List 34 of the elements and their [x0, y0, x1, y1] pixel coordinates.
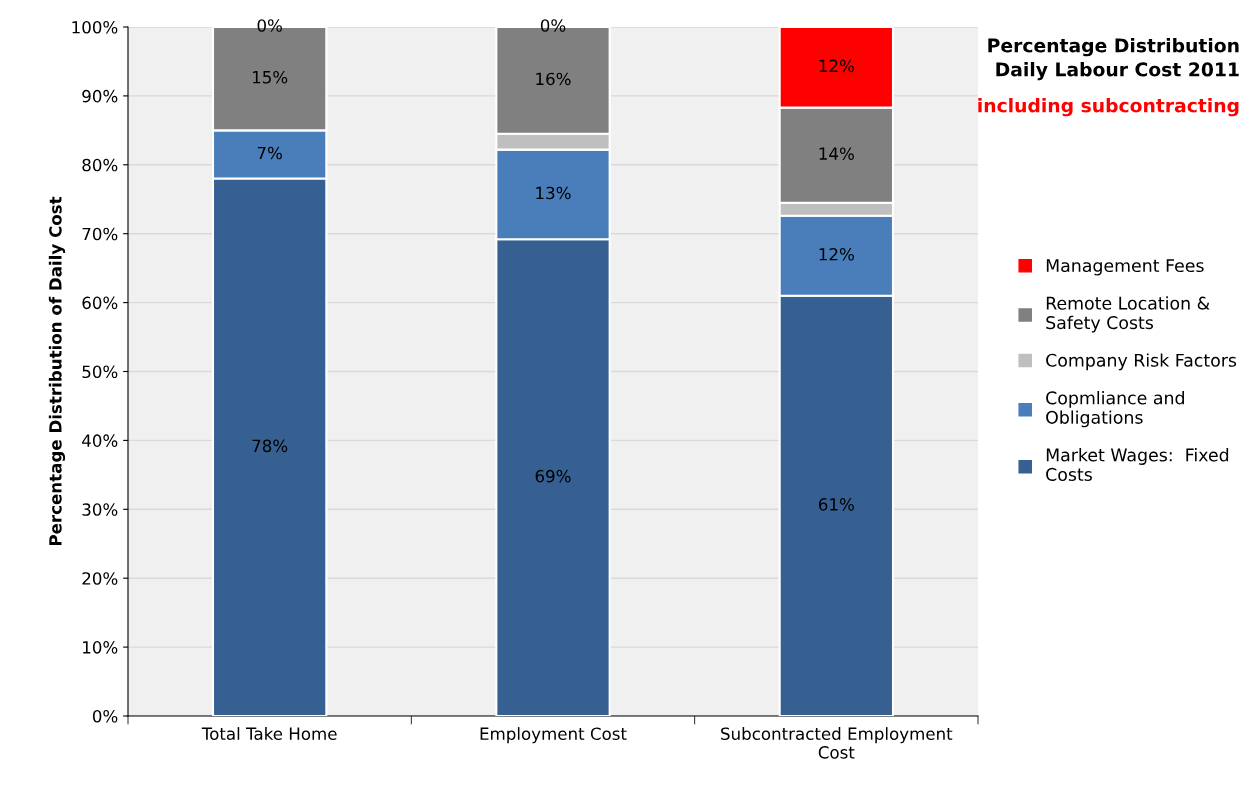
x-tick-label: Total Take Home: [201, 727, 337, 741]
y-tick-label: 80%: [82, 158, 118, 172]
data-label: 12%: [819, 247, 854, 261]
data-label: 78%: [252, 439, 288, 453]
data-label: 15%: [252, 70, 288, 84]
data-label: 14%: [819, 147, 854, 160]
text: including subcontracting: [978, 98, 1239, 117]
y-tick-label: 70%: [82, 227, 118, 241]
data-label: 12%: [819, 59, 854, 73]
y-tick-label: 30%: [82, 503, 118, 516]
y-tick-label: 90%: [82, 89, 118, 103]
data-label: 7%: [257, 146, 282, 160]
y-tick-label: 50%: [82, 365, 118, 379]
legend-label: Market Wages: Fixed Costs: [1046, 448, 1229, 481]
y-tick-label: 40%: [82, 434, 118, 447]
legend-label: Management Fees: [1046, 259, 1204, 276]
data-label: 61%: [818, 498, 854, 511]
data-label: 16%: [536, 72, 571, 86]
legend-label: Remote Location & Safety Costs: [1046, 296, 1210, 333]
y-axis-title: Percentage Distribution of Daily Cost: [48, 196, 66, 546]
data-label: 0%: [540, 19, 566, 32]
legend-label: Company Risk Factors: [1046, 353, 1237, 371]
data-label: 0%: [257, 19, 282, 32]
y-tick-label: 100%: [72, 20, 118, 34]
y-tick-label: 0%: [92, 709, 118, 723]
text: Percentage Distribution Daily Labour Cost 2011: [988, 38, 1239, 81]
y-tick-label: 20%: [82, 572, 118, 585]
y-tick-label: 10%: [83, 641, 118, 654]
x-tick-label: Employment Cost: [480, 727, 627, 744]
legend-label: Copmliance and Obligations: [1046, 391, 1184, 428]
data-label: 69%: [535, 469, 571, 483]
y-tick-label: 60%: [82, 296, 118, 310]
x-tick-label: Subcontracted Employment Cost: [721, 727, 953, 759]
data-label: 13%: [536, 186, 571, 200]
